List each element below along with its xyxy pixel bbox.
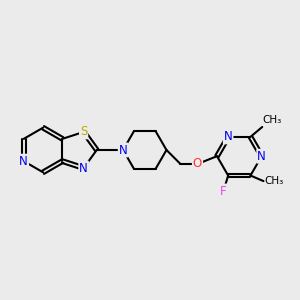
Text: N: N <box>224 130 233 143</box>
Text: N: N <box>257 150 266 163</box>
Text: F: F <box>220 184 227 197</box>
Text: N: N <box>119 143 128 157</box>
Text: N: N <box>20 155 28 168</box>
Text: O: O <box>193 158 202 170</box>
Text: N: N <box>79 162 88 175</box>
Text: CH₃: CH₃ <box>264 176 284 186</box>
Text: CH₃: CH₃ <box>263 116 282 125</box>
Text: S: S <box>80 125 87 138</box>
